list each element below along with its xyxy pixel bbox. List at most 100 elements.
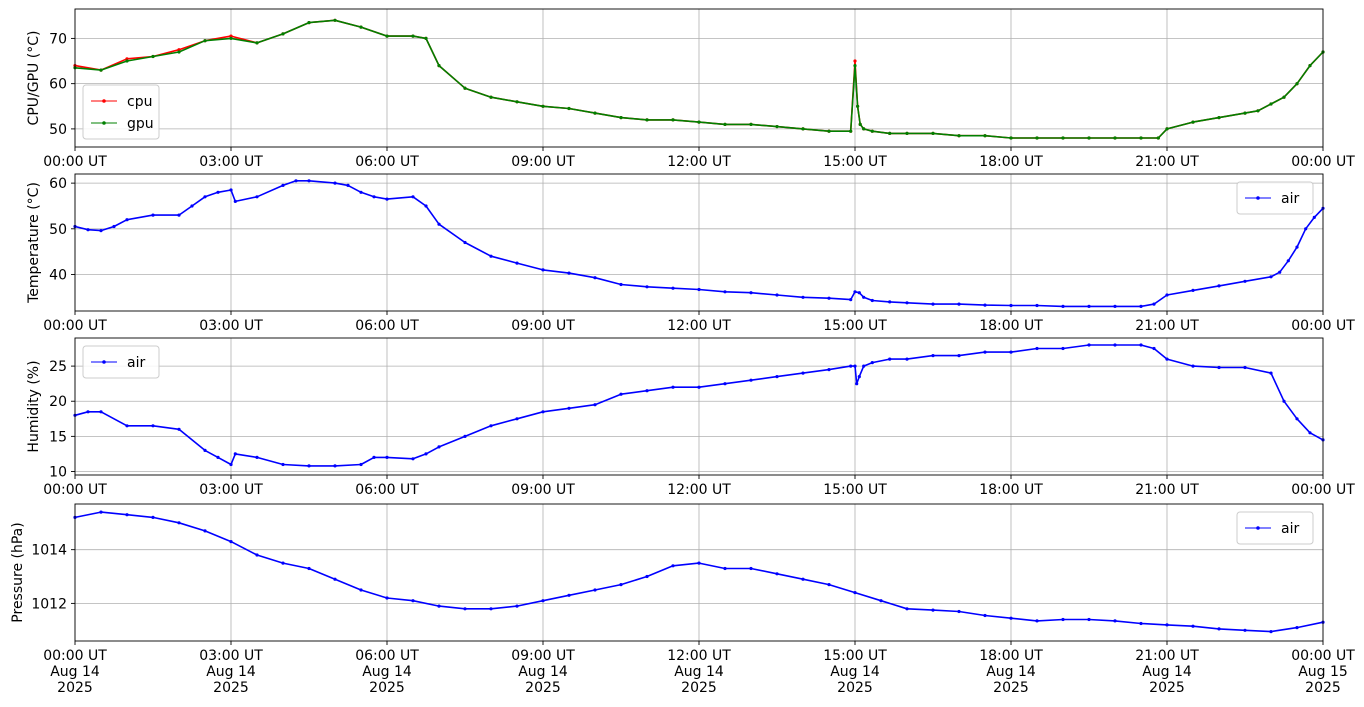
data-point-air xyxy=(1139,343,1143,347)
data-point-air xyxy=(645,285,649,289)
data-point-air xyxy=(905,357,909,361)
data-point-gpu xyxy=(1165,127,1169,131)
data-point-gpu xyxy=(827,129,831,133)
data-point-gpu xyxy=(671,118,675,122)
data-point-air xyxy=(255,553,259,557)
data-point-gpu xyxy=(870,129,874,133)
data-point-gpu xyxy=(1282,95,1286,99)
x-tick-label: 00:00 UT xyxy=(43,648,107,664)
x-tick-label: 00:00 UT xyxy=(1291,648,1355,664)
y-tick-label: 60 xyxy=(49,176,67,192)
x-tick-label: 00:00 UT xyxy=(43,318,107,334)
x-tick-label: 09:00 UT xyxy=(511,648,575,664)
data-point-air xyxy=(125,513,129,517)
data-point-air xyxy=(489,607,493,611)
legend-label-air: air xyxy=(1281,191,1299,207)
x-tick-label: 15:00 UT xyxy=(823,648,887,664)
data-point-air xyxy=(307,566,311,571)
data-point-air xyxy=(801,577,805,581)
x-tick-label: 00:00 UT xyxy=(1291,154,1355,170)
legend-marker-air xyxy=(102,360,106,364)
x-tick-label: 2025 xyxy=(1305,680,1341,696)
data-point-gpu xyxy=(853,64,857,68)
legend: air xyxy=(1236,181,1314,215)
data-point-air xyxy=(1087,304,1091,308)
data-point-air xyxy=(541,599,545,603)
data-point-air xyxy=(1278,270,1282,274)
data-point-gpu xyxy=(1295,82,1299,86)
data-point-air xyxy=(749,291,753,295)
data-point-gpu xyxy=(1061,136,1065,140)
data-point-gpu xyxy=(125,59,129,63)
data-point-air xyxy=(775,375,779,379)
panel-2: 40 50 60 00:00 UT 03:00 UT 06:00 UT 09:00 UT 12… xyxy=(26,173,1355,334)
data-point-air xyxy=(1282,399,1286,403)
y-tick-label: 1012 xyxy=(31,596,67,612)
legend-label-air: air xyxy=(1281,521,1299,537)
data-point-gpu xyxy=(888,131,892,135)
data-point-air xyxy=(870,298,874,303)
data-point-air xyxy=(853,290,857,294)
data-point-air xyxy=(853,591,857,595)
data-point-air xyxy=(857,375,861,379)
legend-marker-air xyxy=(1256,526,1260,530)
data-point-air xyxy=(1035,619,1039,623)
data-point-air xyxy=(437,604,441,608)
panel-1: 50 60 70 00:00 UT 03:00 UT 06:00 UT 09:00 UT 12… xyxy=(26,8,1355,170)
x-tick-label: 03:00 UT xyxy=(199,482,263,498)
data-point-air xyxy=(645,389,649,393)
x-tick-label: 06:00 UT xyxy=(355,482,419,498)
data-point-air xyxy=(411,599,415,603)
data-point-air xyxy=(437,445,441,449)
data-point-gpu xyxy=(203,39,207,43)
data-point-air xyxy=(1243,279,1247,283)
x-tick-label: 12:00 UT xyxy=(667,648,731,664)
data-point-air xyxy=(1152,302,1156,306)
data-point-air xyxy=(333,577,337,581)
data-point-gpu xyxy=(645,118,649,122)
x-tick-label: Aug 14 xyxy=(1142,664,1192,680)
data-point-air xyxy=(229,540,233,544)
data-point-gpu xyxy=(489,95,493,99)
data-point-air xyxy=(1217,627,1221,631)
data-point-air xyxy=(233,452,237,456)
data-point-air xyxy=(151,515,155,520)
data-point-air xyxy=(931,354,935,358)
x-tick-label: Aug 14 xyxy=(50,664,100,680)
data-point-air xyxy=(177,427,181,431)
data-point-air xyxy=(1295,626,1299,630)
x-tick-label: 2025 xyxy=(525,680,561,696)
data-point-air xyxy=(1139,621,1143,626)
data-point-air xyxy=(1269,275,1273,279)
data-point-air xyxy=(99,410,103,414)
x-tick-label: 21:00 UT xyxy=(1135,482,1199,498)
x-tick-label: Aug 14 xyxy=(674,664,724,680)
data-point-gpu xyxy=(99,68,103,72)
data-point-air xyxy=(385,197,389,201)
y-tick-label: 70 xyxy=(49,31,67,47)
data-point-air xyxy=(827,368,831,372)
data-point-air xyxy=(879,599,883,603)
x-tick-label: 15:00 UT xyxy=(823,318,887,334)
x-tick-label: 18:00 UT xyxy=(979,154,1043,170)
data-point-air xyxy=(541,410,545,414)
data-point-gpu xyxy=(1139,136,1143,140)
data-point-air xyxy=(857,291,861,295)
data-point-air xyxy=(99,229,103,233)
y-tick-label: 10 xyxy=(49,464,67,480)
x-tick-label: Aug 14 xyxy=(518,664,568,680)
legend: cpu gpu xyxy=(82,84,160,140)
data-point-air xyxy=(1286,259,1290,263)
x-tick-label: 00:00 UT xyxy=(1291,318,1355,334)
data-point-air xyxy=(359,462,363,467)
data-point-air xyxy=(411,195,415,199)
data-point-air xyxy=(1113,343,1117,347)
x-tick-label: 2025 xyxy=(993,680,1029,696)
x-tick-label: 09:00 UT xyxy=(511,318,575,334)
y-axis-label: Temperature (°C) xyxy=(26,182,42,304)
data-point-air xyxy=(723,566,727,571)
data-point-air xyxy=(385,455,389,459)
data-point-gpu xyxy=(229,36,233,41)
data-point-air xyxy=(671,385,675,389)
